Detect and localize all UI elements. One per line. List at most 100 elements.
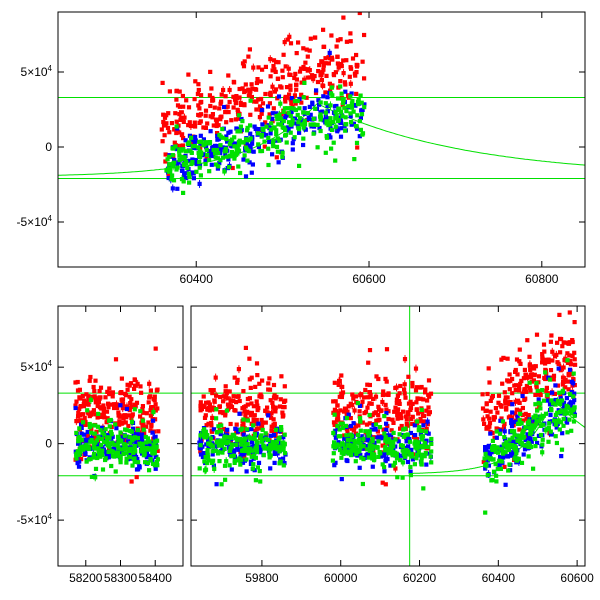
bottom-right-data-point <box>490 446 495 451</box>
bottom-right-data-point <box>493 462 498 467</box>
bottom-right-data-point <box>344 458 349 463</box>
top-data-point <box>170 153 175 158</box>
bottom-left-data-point <box>99 443 104 448</box>
bottom-right-data-point <box>245 446 250 452</box>
bottom-right-data-point <box>274 427 279 432</box>
bottom-right-data-point <box>204 400 209 405</box>
bottom-right-data-point <box>501 455 506 460</box>
bottom-right-data-point <box>243 415 248 420</box>
bottom-right-data-point <box>512 445 517 450</box>
bottom-left-data-point <box>140 438 145 443</box>
bottom-left-data-point <box>113 469 118 474</box>
bottom-right-data-point <box>360 434 365 439</box>
bottom-right-data-point <box>261 443 266 448</box>
top-data-point <box>354 64 360 69</box>
top-data-point <box>354 52 359 58</box>
top-data-point <box>270 152 275 157</box>
top-data-point <box>166 173 171 178</box>
bottom-right-data-point <box>525 420 531 425</box>
bottom-left-data-point <box>124 406 129 412</box>
bottom-right-data-point <box>275 447 280 452</box>
top-data-point <box>174 97 179 102</box>
bottom-left-data-point <box>128 401 133 406</box>
bottom-right-data-point <box>527 385 532 390</box>
bottom-right-data-point <box>548 368 554 373</box>
bottom-left-data-point <box>126 447 131 452</box>
bottom-right-data-point <box>246 451 251 456</box>
bottom-right-data-point <box>515 419 520 424</box>
bottom-right-data-point <box>219 441 224 446</box>
bottom-right-data-point <box>571 371 576 376</box>
top-data-point <box>216 136 221 142</box>
top-data-point <box>212 105 217 110</box>
bottom-right-data-point <box>492 435 497 440</box>
bottom-right-data-point <box>244 469 249 474</box>
bottom-right-data-point <box>221 411 226 416</box>
bottom-left-data-point <box>83 444 88 449</box>
top-data-point <box>273 69 278 74</box>
bottom-left-data-point <box>114 452 119 457</box>
top-data-point <box>185 165 190 171</box>
bottom-right-data-point <box>340 425 346 431</box>
top-data-point <box>310 73 315 78</box>
bottom-right-data-point <box>223 411 228 416</box>
bottom-left-data-point <box>108 441 113 446</box>
bottom-right-data-point <box>535 440 540 445</box>
bottom-right-data-point <box>515 433 521 438</box>
bottom-left-data-point <box>132 439 137 444</box>
bottom-right-data-point <box>253 384 258 389</box>
bottom-right-data-point <box>406 449 411 455</box>
bottom-left-data-point <box>85 429 90 435</box>
bottom-right-data-point <box>536 397 541 402</box>
top-data-point <box>177 130 182 135</box>
bottom-right-data-point <box>559 398 565 403</box>
bottom-right-data-point <box>567 417 572 422</box>
bottom-right-data-point <box>394 456 400 461</box>
bottom-right-data-point <box>232 458 237 463</box>
bottom-left-data-point <box>86 396 91 401</box>
bottom-right-data-point <box>428 439 434 444</box>
bottom-right-data-point <box>269 415 274 420</box>
bottom-right-data-point <box>423 429 428 434</box>
bottom-right-data-point <box>409 454 415 459</box>
bottom-right-data-point <box>521 434 527 440</box>
bottom-right-data-point <box>233 408 238 413</box>
top-data-point <box>321 27 326 32</box>
bottom-left-data-point <box>110 390 115 395</box>
bottom-right-data-point <box>559 420 564 425</box>
top-data-point <box>315 145 320 150</box>
bottom-right-data-point <box>567 402 572 407</box>
bottom-right-data-point <box>417 425 422 430</box>
bottom-right-data-point <box>345 449 350 454</box>
top-data-point <box>194 162 199 167</box>
bottom-left-data-point <box>89 474 94 479</box>
top-data-point <box>288 130 293 135</box>
top-data-point <box>282 106 287 111</box>
bottom-right-data-point <box>559 454 564 459</box>
top-data-point <box>318 117 323 122</box>
top-data-point <box>171 178 177 183</box>
bottom-left-data-point <box>151 397 156 402</box>
bottom-right-data-point <box>277 449 282 454</box>
top-data-point <box>226 157 231 162</box>
bottom-left-data-point <box>97 389 102 394</box>
bottom-right-data-point <box>429 436 434 442</box>
bottom-right-data-point <box>551 373 557 378</box>
bottom-right-data-point <box>391 463 396 468</box>
top-data-point <box>267 101 272 106</box>
top-data-point <box>187 180 192 185</box>
bottom-right-data-point <box>280 410 285 415</box>
top-data-point <box>295 123 300 128</box>
top-data-point <box>225 139 230 144</box>
bottom-right-data-point <box>570 353 575 358</box>
bottom-right-data-point <box>251 404 256 409</box>
bottom-left-data-point <box>78 404 83 409</box>
bottom-right-data-point <box>365 430 371 436</box>
top-data-point <box>325 103 330 108</box>
top-data-point <box>317 125 322 131</box>
bottom-right-data-point <box>245 409 250 414</box>
bottom-left-data-point <box>96 442 101 447</box>
top-data-point <box>179 168 185 173</box>
bottom-right-data-point <box>502 390 507 395</box>
bottom-right-data-point <box>223 477 228 482</box>
